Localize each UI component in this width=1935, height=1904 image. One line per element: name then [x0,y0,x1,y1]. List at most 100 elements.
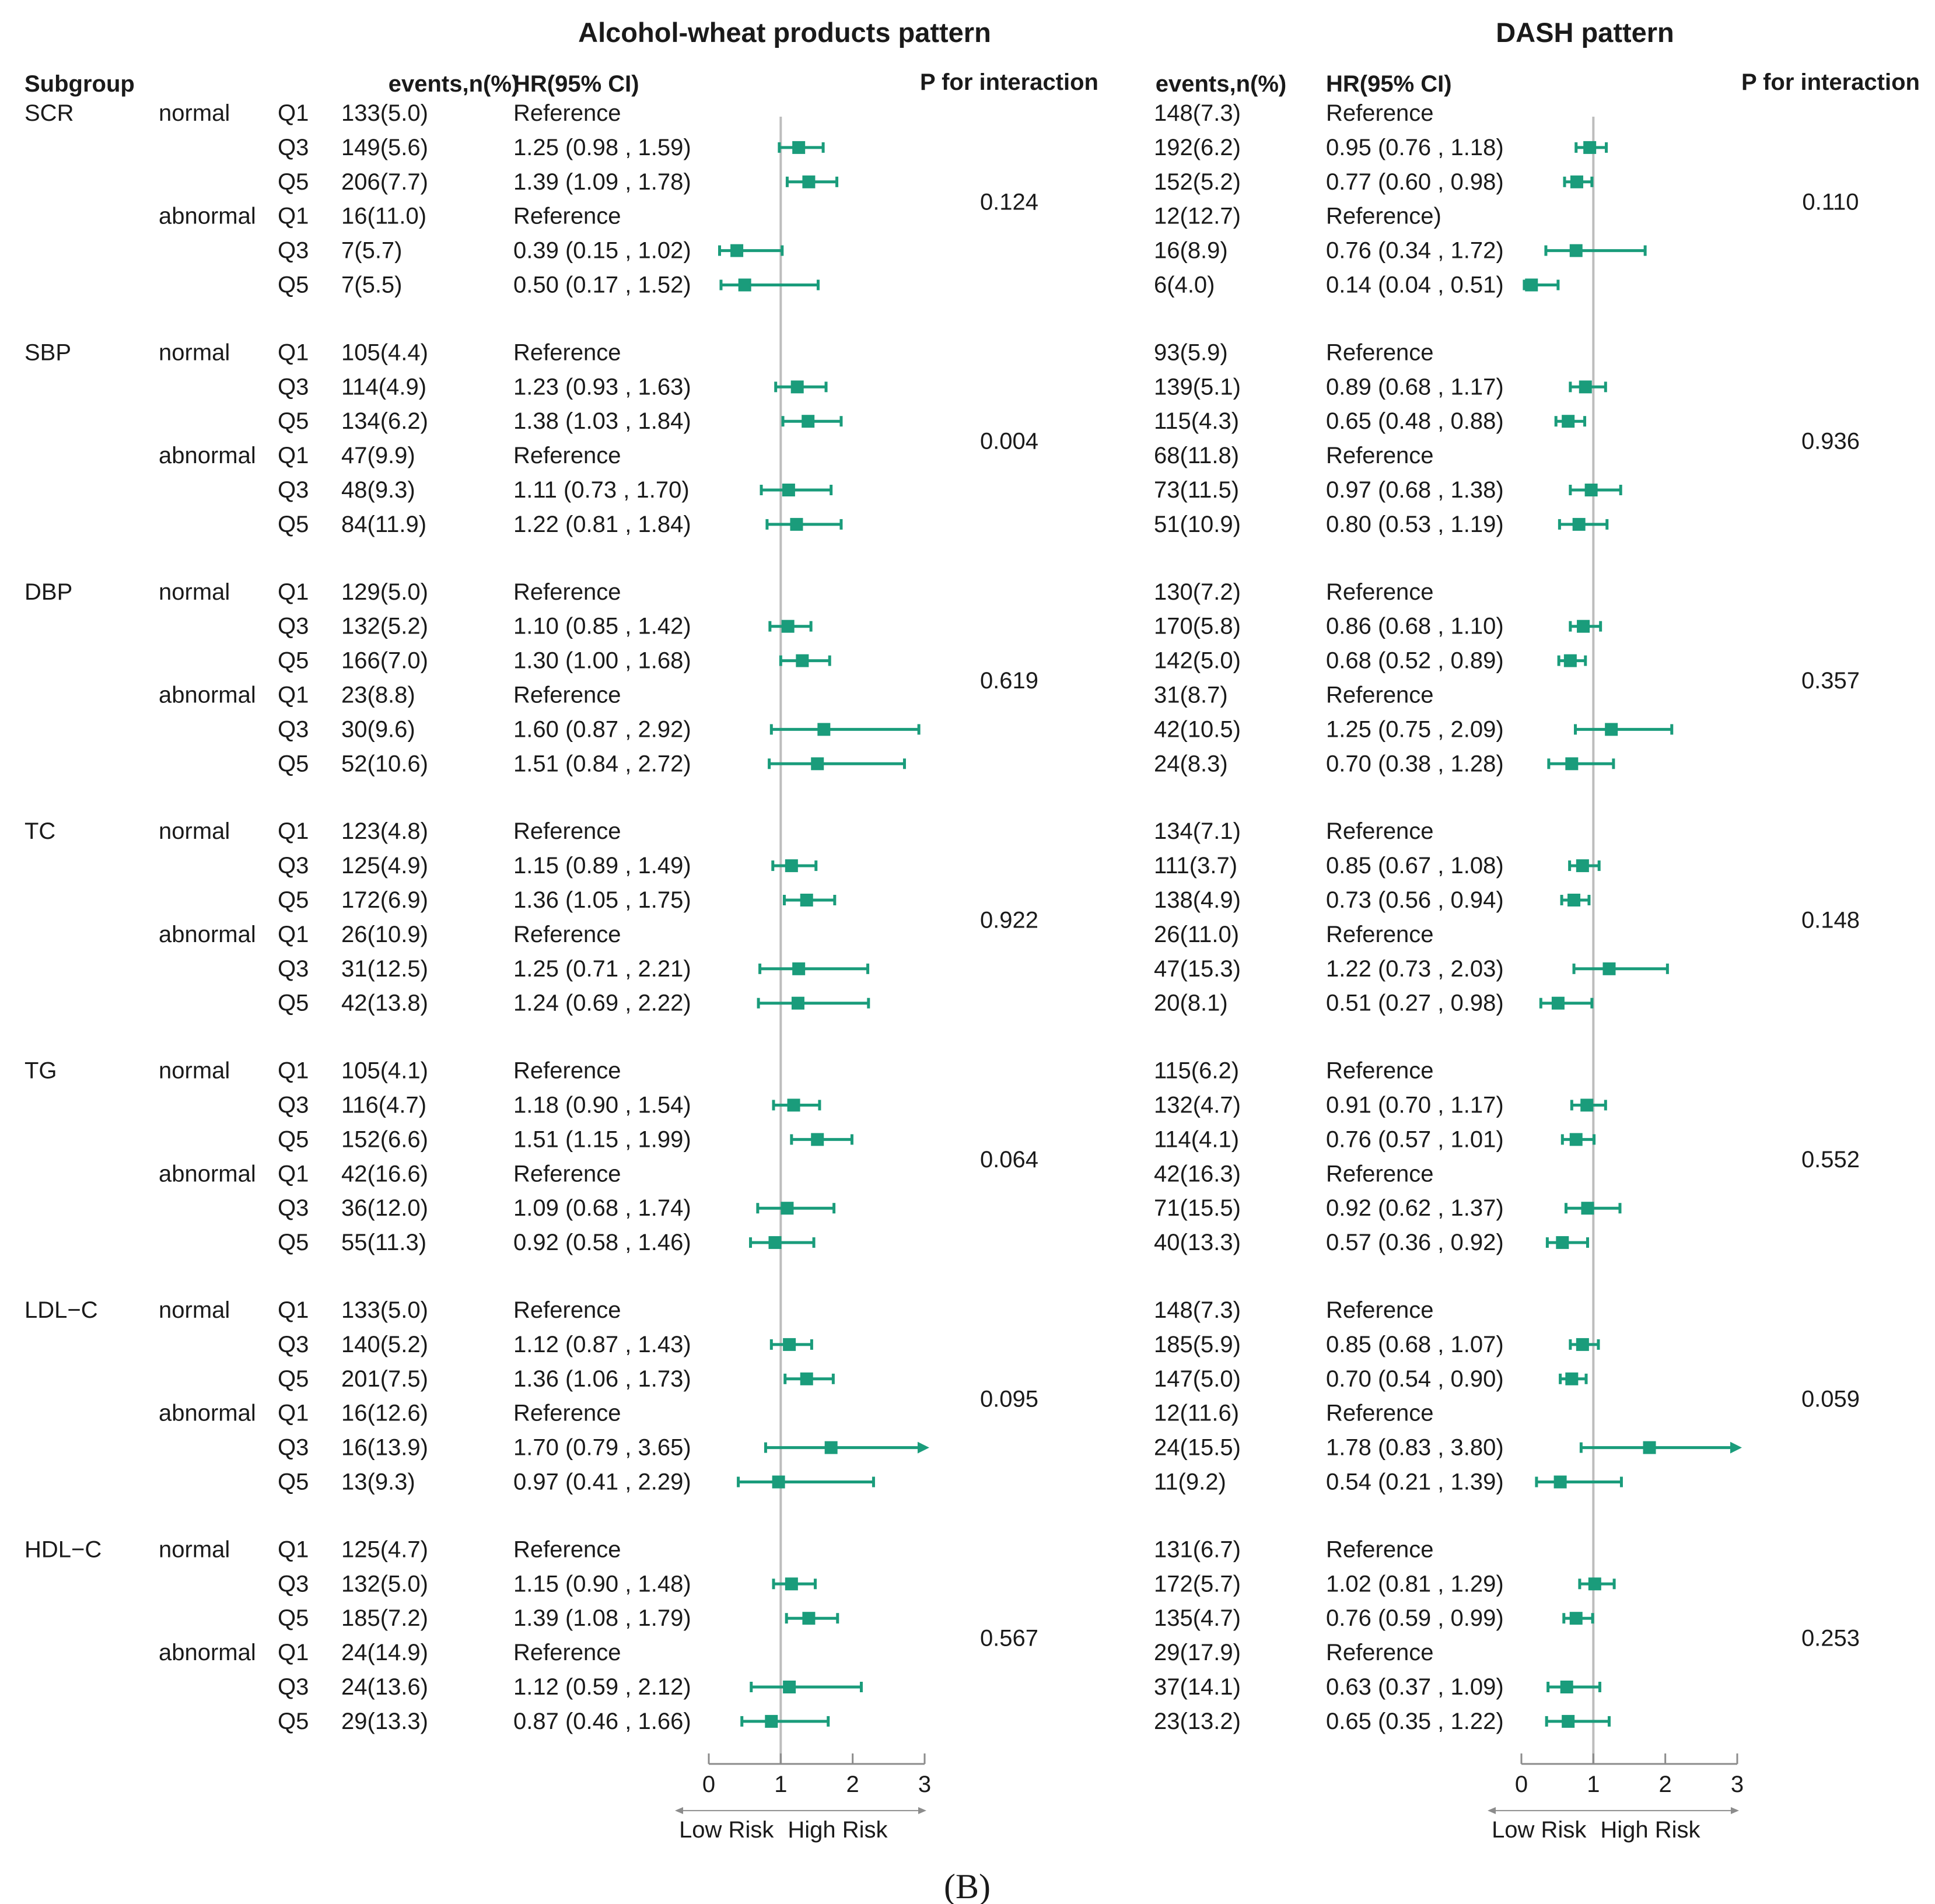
hr-ci-value: 1.60 (0.87 , 2.92) [513,716,691,742]
panel-label: (B) [944,1867,991,1904]
events-value: 115(4.3) [1154,408,1239,434]
quintile-label: Q5 [278,272,309,298]
events-value: 42(13.8) [341,991,428,1016]
hr-ci-value: 1.22 (0.81 , 1.84) [513,512,691,537]
quintile-label: Q5 [278,751,309,776]
hr-point [790,380,804,394]
hr-point [1572,517,1586,531]
hr-point [772,1475,785,1489]
events-value: 47(9.9) [341,443,415,468]
x-tick-label: 3 [1731,1772,1744,1797]
quintile-label: Q3 [278,1332,309,1357]
hr-ci-value: 1.78 (0.83 , 3.80) [1326,1435,1504,1461]
hr-ci-value: 1.38 (1.03 , 1.84) [513,408,691,434]
level-label: normal [159,818,230,844]
quintile-label: Q1 [278,1297,309,1323]
x-tick-label: 2 [846,1772,859,1797]
events-value: 26(11.0) [1154,922,1239,947]
events-value: 132(5.2) [341,614,428,639]
hr-ci-value: 0.63 (0.37 , 1.09) [1326,1674,1504,1700]
events-value: 55(11.3) [341,1230,426,1255]
level-label: normal [159,1058,230,1084]
events-value: 166(7.0) [341,648,428,674]
hr-ci-value: 0.57 (0.36 , 0.92) [1326,1230,1504,1255]
quintile-label: Q1 [278,818,309,844]
hr-point [1643,1441,1656,1454]
events-value: 31(8.7) [1154,682,1228,708]
hr-point [824,1441,838,1454]
hr-ci-value: 0.95 (0.76 , 1.18) [1326,135,1504,160]
level-label: normal [159,340,230,365]
hr-point [1565,757,1579,771]
hr-point [1563,654,1577,667]
hr-ci-value: Reference [1326,682,1434,708]
events-value: 13(9.3) [341,1469,415,1495]
hr-ci-value: Reference [513,1161,621,1186]
hr-ci-value: 0.86 (0.68 , 1.10) [1326,614,1504,639]
hr-point [1584,484,1598,496]
subgroup-label: SBP [25,340,71,365]
hr-ci-value: Reference [1326,1401,1434,1426]
hr-point [730,244,744,257]
hr-point [1602,962,1616,975]
level-label: abnormal [159,1401,256,1426]
events-value: 135(4.7) [1154,1605,1241,1631]
events-value: 29(13.3) [341,1709,428,1734]
hr-ci-value: 1.36 (1.05 , 1.75) [513,887,691,913]
hr-ci-value: Reference [1326,1058,1434,1084]
hr-point [787,1098,800,1112]
events-value: 16(13.9) [341,1435,428,1461]
hr-ci-value: 0.39 (0.15 , 1.02) [513,238,691,264]
hr-ci-value: 1.25 (0.75 , 2.09) [1326,716,1504,742]
events-value: 125(4.7) [341,1536,428,1562]
hr-ci-value: 0.92 (0.62 , 1.37) [1326,1195,1504,1221]
hr-ci-value: 1.15 (0.90 , 1.48) [513,1571,691,1597]
events-value: 152(5.2) [1154,169,1241,195]
events-value: 42(10.5) [1154,716,1241,742]
quintile-label: Q1 [278,1401,309,1426]
events-value: 84(11.9) [341,512,426,537]
events-value: 47(15.3) [1154,956,1241,982]
hr-ci-value: Reference [513,1058,621,1084]
events-value: 125(4.9) [341,853,428,878]
events-value: 116(4.7) [341,1093,426,1118]
hr-ci-value: 0.70 (0.38 , 1.28) [1326,751,1504,776]
hr-ci-value: 1.51 (0.84 , 2.72) [513,751,691,776]
p-interaction-value: 0.064 [980,1147,1038,1172]
hr-ci-value: 0.85 (0.68 , 1.07) [1326,1332,1504,1357]
hr-point [768,1236,782,1250]
hr-ci-value: 0.76 (0.57 , 1.01) [1326,1126,1504,1152]
subgroup-label: HDL−C [25,1536,102,1562]
quintile-label: Q5 [278,648,309,674]
hr-point [811,757,824,771]
level-label: abnormal [159,1161,256,1186]
hr-ci-value: Reference [1326,922,1434,947]
hr-point [781,1202,794,1215]
x-tick-label: 0 [1515,1772,1528,1797]
hr-ci-value: Reference [513,579,621,605]
hr-ci-value: 1.12 (0.87 , 1.43) [513,1332,691,1357]
subgroup-header: Subgroup [25,71,135,97]
events-value: 7(5.5) [341,272,403,298]
events-value: 23(13.2) [1154,1709,1241,1734]
events-value: 7(5.7) [341,238,403,264]
events-value: 185(5.9) [1154,1332,1241,1357]
quintile-label: Q1 [278,204,309,229]
hr-ci-value: 0.65 (0.35 , 1.22) [1326,1709,1504,1734]
events-value: 172(5.7) [1154,1571,1241,1597]
hr-ci-value: 1.15 (0.89 , 1.49) [513,853,691,878]
quintile-label: Q5 [278,512,309,537]
quintile-label: Q1 [278,1058,309,1084]
hr-point [1579,380,1592,394]
ci-arrow-high [918,1441,929,1454]
events-value: 73(11.5) [1154,477,1239,503]
events-value: 40(13.3) [1154,1230,1241,1255]
hr-point [800,894,813,907]
events-value: 133(5.0) [341,1297,428,1323]
events-value: 129(5.0) [341,579,428,605]
p-interaction-value: 0.095 [980,1386,1038,1412]
quintile-label: Q3 [278,1571,309,1597]
events-value: 140(5.2) [341,1332,428,1357]
hr-ci-value: Reference [513,922,621,947]
events-value: 36(12.0) [341,1195,428,1221]
